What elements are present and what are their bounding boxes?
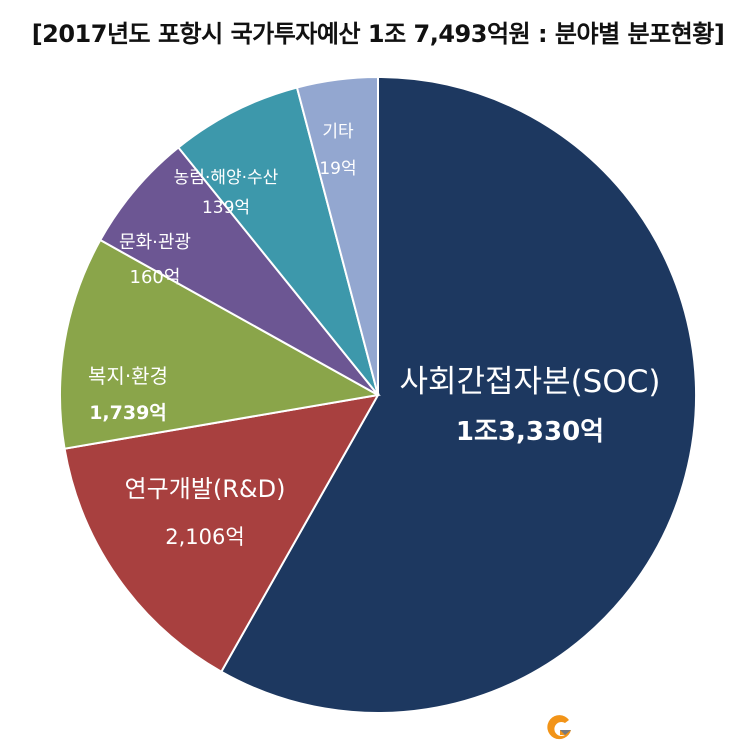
slice-label: 농림·해양·수산	[174, 168, 279, 188]
pie-slice	[98, 146, 379, 396]
pie-slice	[219, 75, 697, 714]
slice-label: 복지·환경	[88, 364, 168, 388]
slice-value-label: 139억	[202, 198, 250, 218]
pie-slice	[176, 86, 379, 396]
pie-slice	[63, 393, 380, 674]
slice-value-label: 1,739억	[89, 402, 167, 424]
slice-value-label: 2,106억	[165, 525, 244, 549]
pie-slice	[295, 75, 379, 396]
g-logo-icon	[547, 715, 571, 740]
pie-slices	[59, 75, 697, 714]
slice-label: 사회간접자본(SOC)	[399, 364, 660, 400]
slice-value-label: 19억	[319, 159, 356, 179]
slice-label: 연구개발(R&D)	[125, 475, 286, 503]
slice-value-label: 1조3,330억	[456, 417, 604, 447]
slice-value-label: 160억	[130, 267, 181, 288]
slice-label: 문화·관광	[119, 232, 191, 253]
chart-title: [2017년도 포항시 국가투자예산 1조 7,493억원 : 분야별 분포현황…	[31, 20, 725, 48]
slice-label: 기타	[322, 122, 354, 142]
pie-slice	[59, 238, 381, 450]
